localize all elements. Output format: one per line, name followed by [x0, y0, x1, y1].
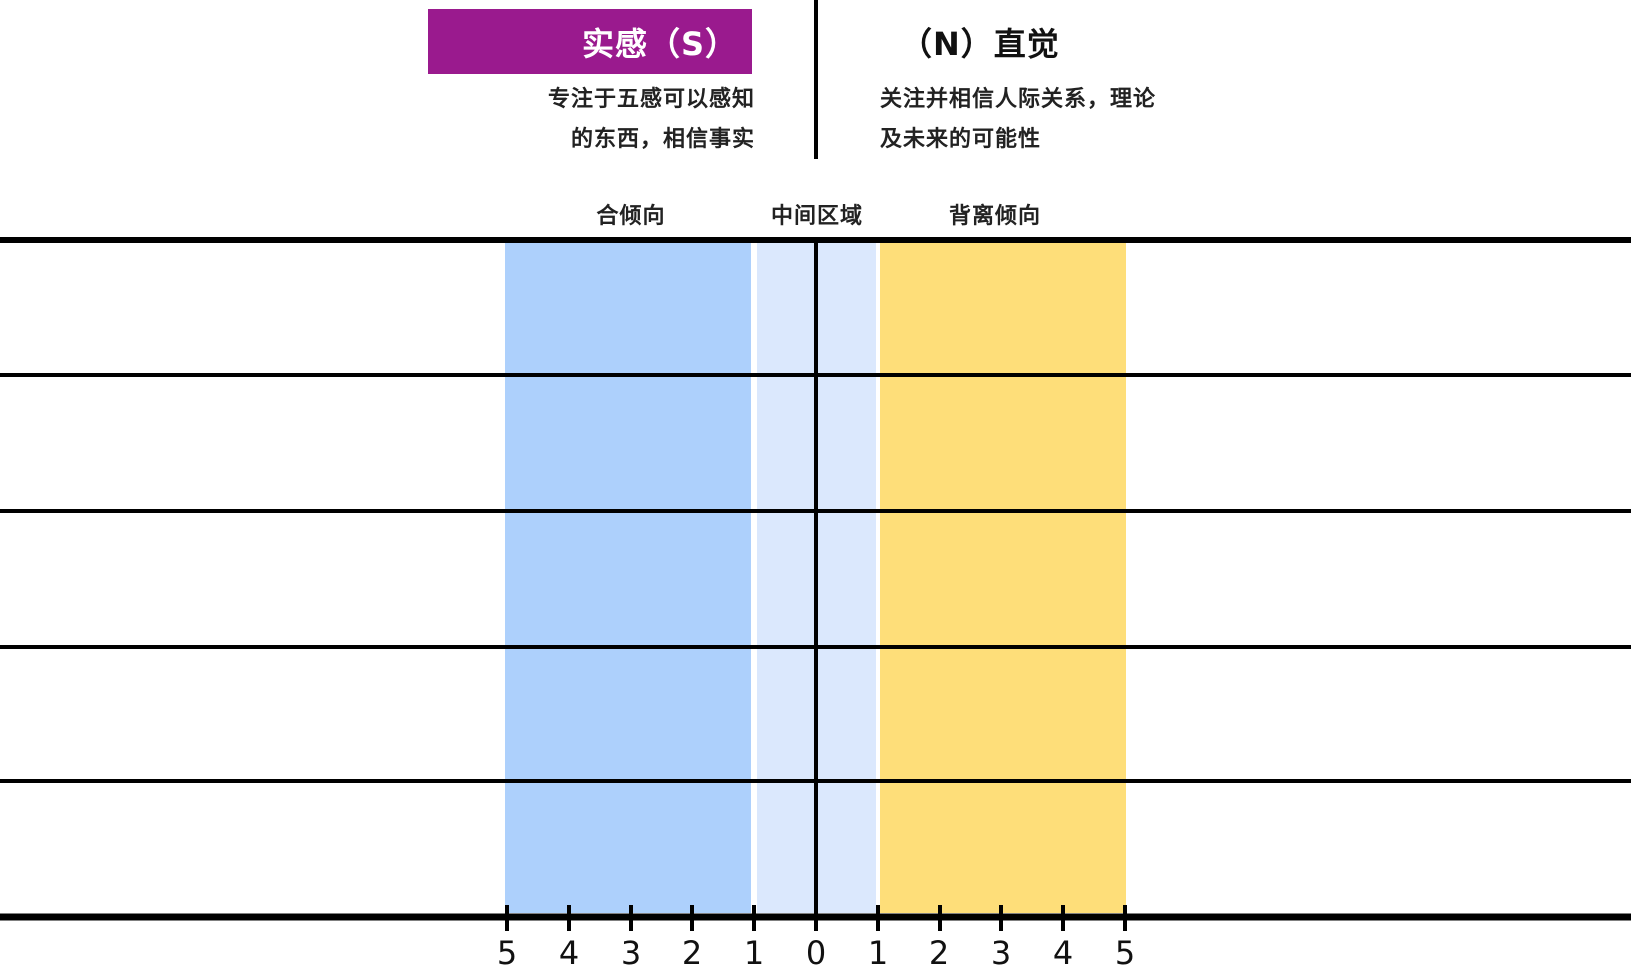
middle-zone-label: 中间区域 — [770, 204, 863, 229]
tick-label: 1 — [743, 934, 765, 972]
tick-label: 5 — [496, 934, 518, 972]
diverge-zone — [880, 242, 1126, 913]
intuition-description-line: 关注并相信人际关系，理论 — [880, 87, 1157, 112]
tick-label: 3 — [990, 934, 1012, 972]
sensing-description: 专注于五感可以感知 的东西，相信事实 — [548, 80, 755, 160]
intuition-description-line: 及未来的可能性 — [880, 127, 1042, 152]
sensing-title: 实感（S） — [581, 24, 738, 63]
tick-label: 4 — [558, 934, 580, 972]
tick-label: 0 — [805, 934, 827, 972]
scale-ticks — [505, 905, 1127, 931]
tick-label: 4 — [1052, 934, 1074, 972]
tick-label: 1 — [867, 934, 889, 972]
intuition-title: （N）直觉 — [900, 24, 1060, 63]
sensing-title-box: 实感（S） — [428, 9, 752, 74]
tick-label: 2 — [681, 934, 703, 972]
tick-label: 3 — [620, 934, 642, 972]
sensing-description-line: 专注于五感可以感知 — [547, 87, 755, 112]
intuition-description: 关注并相信人际关系，理论 及未来的可能性 — [880, 80, 1156, 160]
sensing-description-line: 的东西，相信事实 — [570, 127, 755, 152]
tick-label: 2 — [928, 934, 950, 972]
diverge-zone-label: 背离倾向 — [948, 204, 1041, 229]
agree-zone-label: 合倾向 — [596, 204, 666, 229]
tick-label: 5 — [1114, 934, 1136, 972]
agree-zone — [505, 242, 751, 913]
